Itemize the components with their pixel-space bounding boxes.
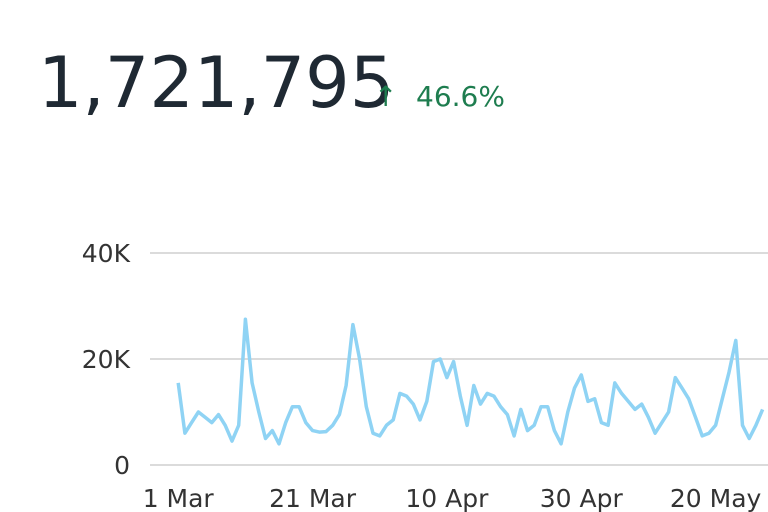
y-tick-label: 20K [82,345,131,374]
data-line [176,317,765,446]
x-tick-label: 20 May [670,484,762,512]
change-value: 46.6% [416,80,505,113]
x-tick-label: 21 Mar [269,484,357,512]
x-tick-label: 1 Mar [143,484,215,512]
x-tick-label: 10 Apr [405,484,489,512]
y-tick-label: 40K [82,239,131,268]
total-value: 1,721,795 [38,42,394,124]
change-arrow: ↑ [374,80,397,113]
x-tick-label: 30 Apr [540,484,624,512]
y-tick-label: 0 [114,451,130,480]
